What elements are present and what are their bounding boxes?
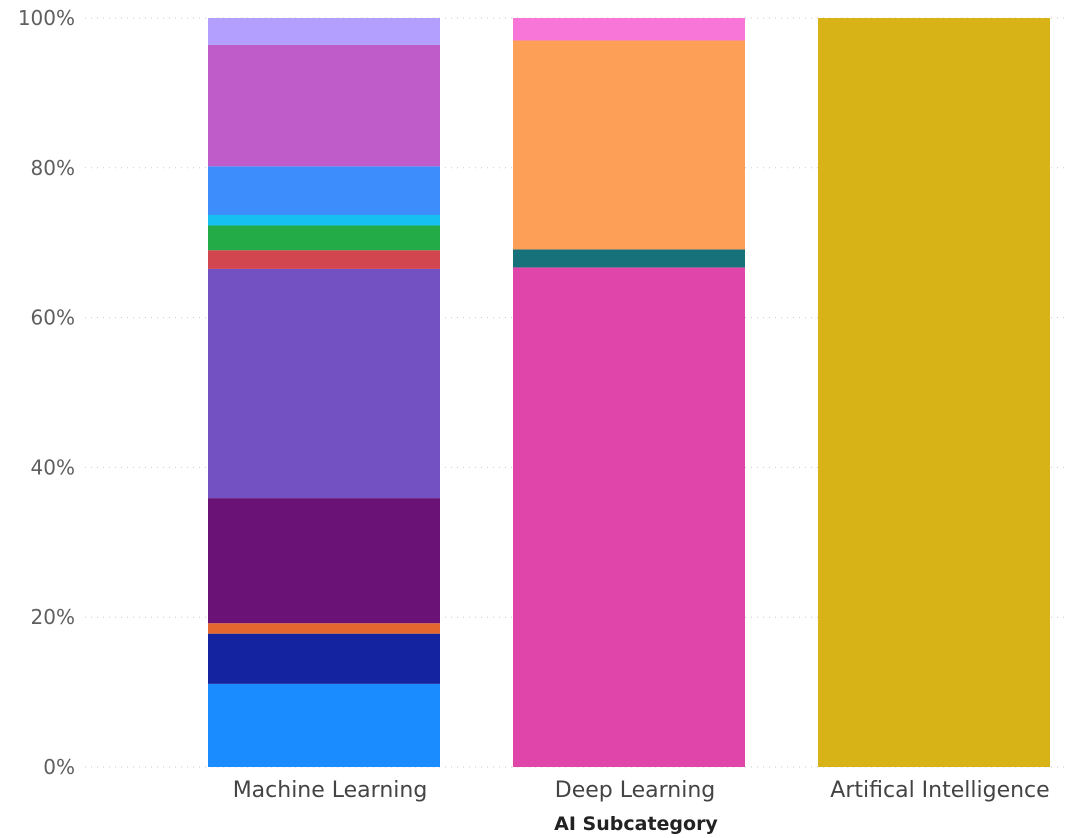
- x-axis-title: AI Subcategory: [554, 813, 718, 835]
- bar-segment[interactable]: [513, 249, 745, 268]
- bar-segment[interactable]: [208, 633, 440, 684]
- bar-segment[interactable]: [208, 214, 440, 226]
- y-tick-label: 20%: [31, 605, 75, 629]
- y-tick-label: 100%: [18, 6, 75, 30]
- bar-segment[interactable]: [208, 623, 440, 634]
- bar-segment[interactable]: [208, 250, 440, 269]
- bar-stack[interactable]: [208, 18, 440, 767]
- x-axis-categories: Machine Learning Deep Learning Artifical I…: [233, 778, 1050, 803]
- bar-segment[interactable]: [208, 498, 440, 624]
- x-category-label: Artifical Intelligence: [830, 778, 1049, 803]
- bar-segment[interactable]: [208, 18, 440, 45]
- y-tick-label: 60%: [31, 306, 75, 330]
- bar-segment[interactable]: [208, 166, 440, 215]
- y-axis-ticks: 0% 20% 40% 60% 80% 100%: [18, 6, 75, 779]
- bar-segment[interactable]: [513, 18, 745, 41]
- bar-stack[interactable]: [818, 18, 1050, 767]
- y-tick-label: 40%: [31, 455, 75, 479]
- bar-segment[interactable]: [513, 40, 745, 250]
- bar-segment[interactable]: [513, 267, 745, 767]
- bar-segment[interactable]: [208, 225, 440, 251]
- bar-segment[interactable]: [208, 44, 440, 167]
- bar-segment[interactable]: [208, 268, 440, 499]
- bar-segment[interactable]: [818, 18, 1050, 767]
- x-category-label: Deep Learning: [555, 778, 715, 803]
- bars: [208, 18, 1050, 767]
- bar-segment[interactable]: [208, 683, 440, 767]
- bar-stack[interactable]: [513, 18, 745, 767]
- y-tick-label: 80%: [31, 156, 75, 180]
- x-category-label: Machine Learning: [233, 778, 428, 803]
- y-tick-label: 0%: [43, 755, 75, 779]
